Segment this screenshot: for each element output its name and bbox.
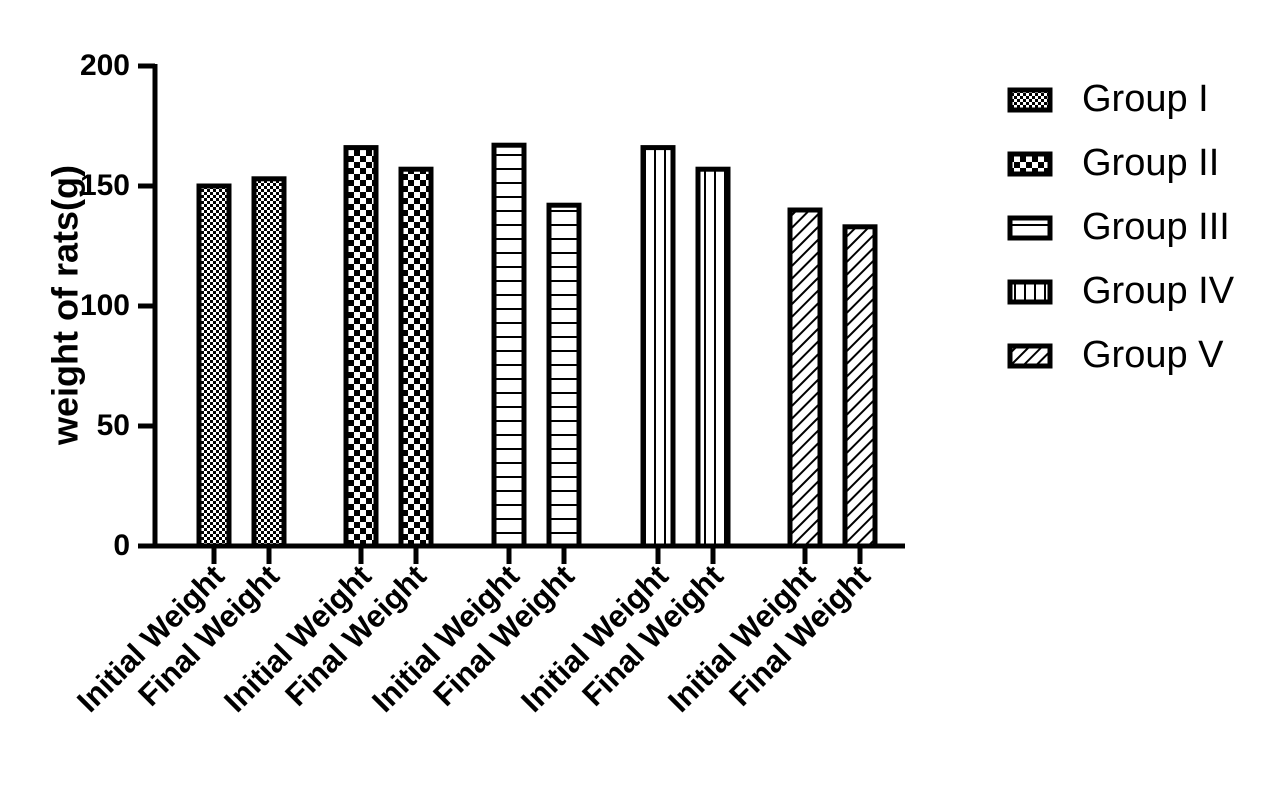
bar: [842, 224, 878, 549]
bar: [491, 142, 527, 549]
bar: [546, 202, 582, 549]
bars: [196, 142, 878, 549]
y-tick-label: 100: [80, 289, 130, 322]
bar: [640, 145, 676, 549]
bar: [398, 166, 434, 549]
legend-label: Group V: [1082, 334, 1224, 376]
y-tick-label: 150: [80, 169, 130, 202]
y-axis-title: weight of rats(g): [45, 165, 86, 446]
legend-swatch: [1007, 215, 1053, 241]
legend-label: Group III: [1082, 206, 1230, 248]
y-tick-label: 0: [113, 529, 130, 562]
y-ticks: 0 50 100 150 200: [80, 49, 155, 562]
bar: [196, 183, 232, 549]
legend-swatch: [1007, 279, 1053, 305]
bar: [695, 166, 731, 549]
legend-label: Group II: [1082, 142, 1219, 184]
legend-swatch: [1007, 87, 1053, 113]
bar: [343, 145, 379, 549]
bar: [251, 176, 287, 549]
bar: [787, 207, 823, 549]
legend-label: Group IV: [1082, 270, 1235, 312]
y-tick-label: 200: [80, 49, 130, 82]
legend-swatch: [1007, 343, 1053, 369]
legend-label: Group I: [1082, 78, 1209, 120]
y-tick-label: 50: [97, 409, 130, 442]
legend-swatch: [1007, 151, 1053, 177]
legend: Group I Group II Group III Group IV Group V: [1007, 78, 1235, 376]
